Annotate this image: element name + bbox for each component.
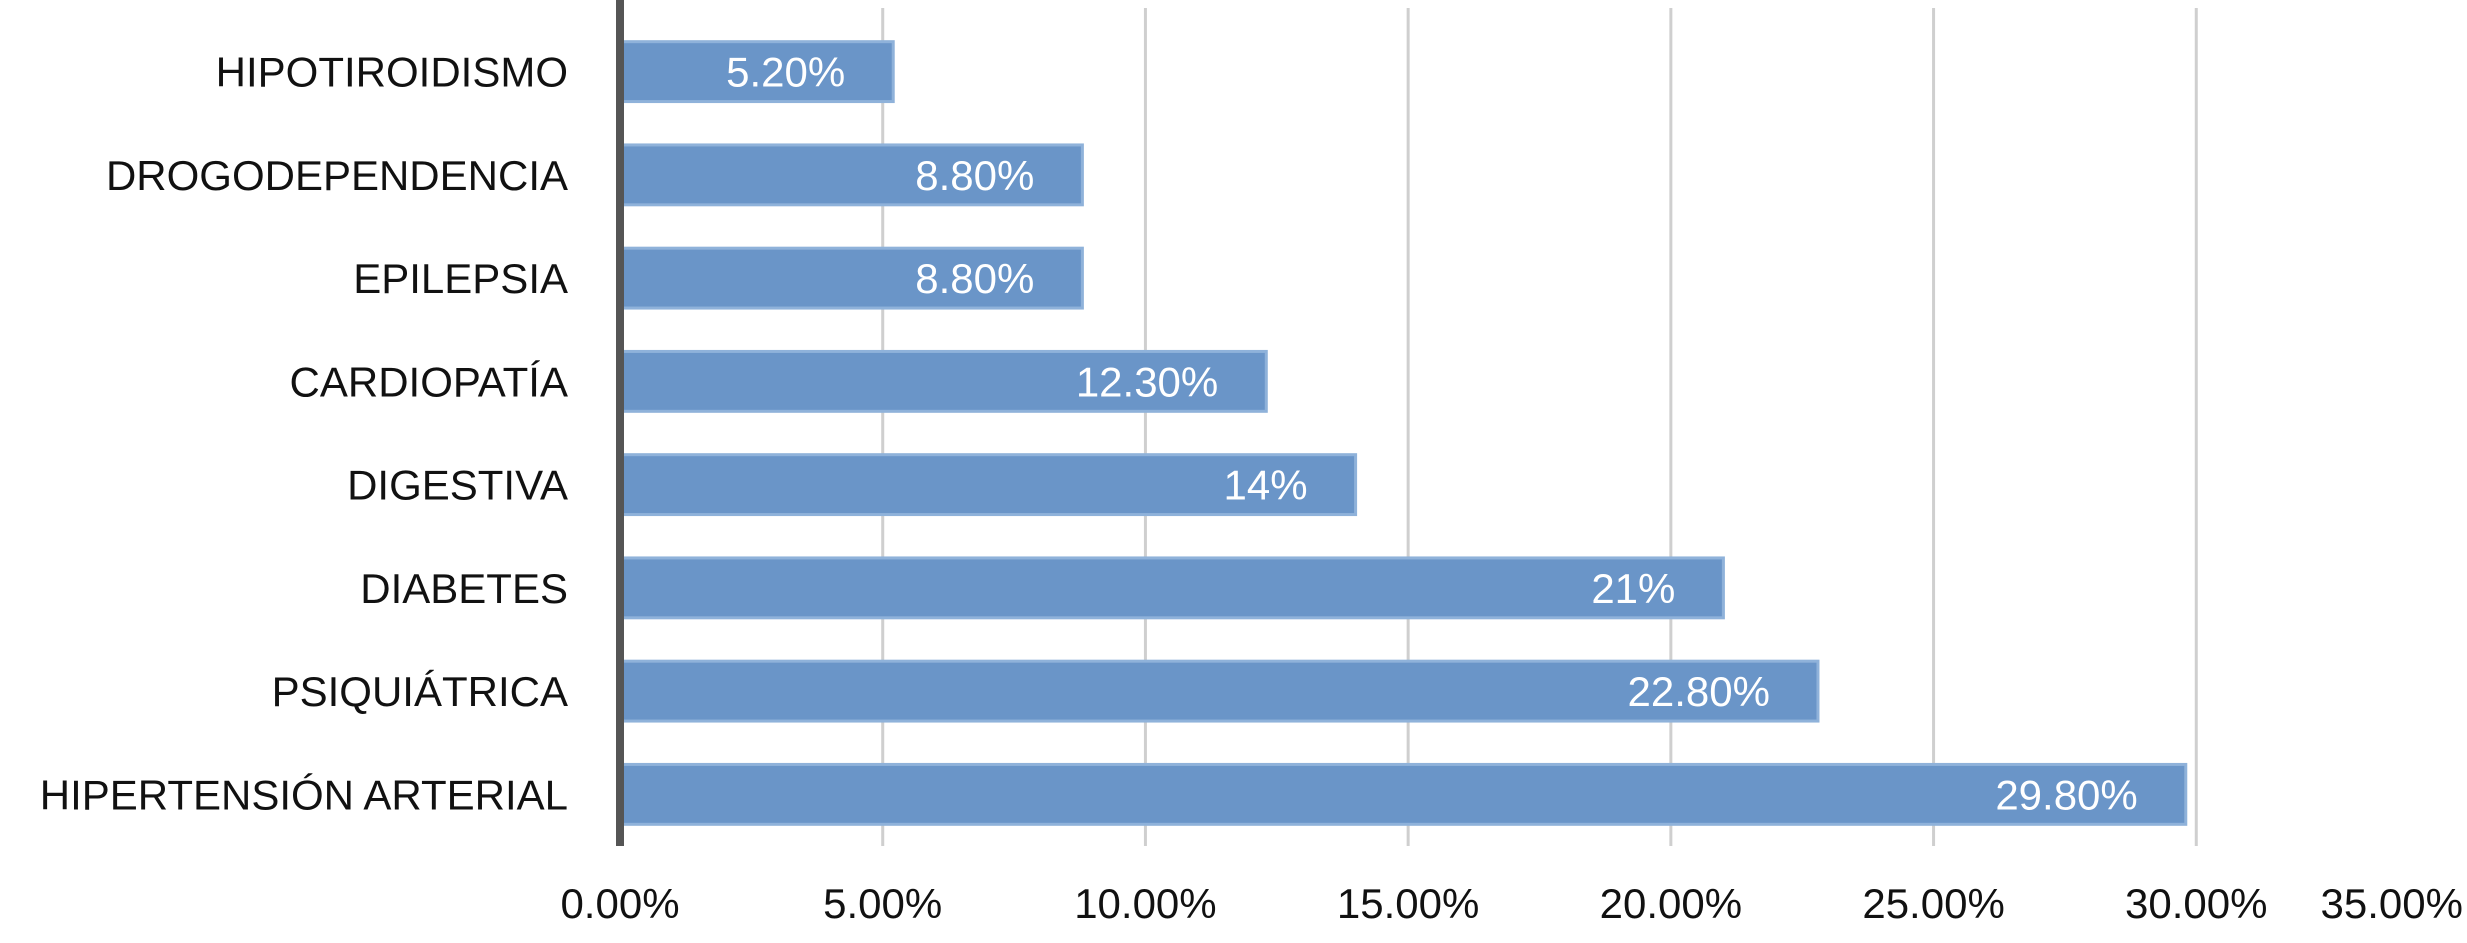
bar-3 [618,349,1268,413]
x-tick-label-5: 25.00% [1862,880,2004,927]
category-label-3: CARDIOPATÍA [290,358,568,405]
data-label-1: 8.80% [915,152,1034,199]
data-label-5: 21% [1591,565,1675,612]
x-tick-labels: 0.00% 5.00% 10.00% 15.00% 20.00% 25.00% 30.00%… [560,880,2463,927]
bar-5 [618,556,1725,620]
x-tick-label-2: 10.00% [1074,880,1216,927]
bar-2 [618,246,1084,310]
x-tick-label-0: 0.00% [560,880,679,927]
category-label-0: HIPOTIROIDISMO [216,49,568,96]
bar-6 [618,659,1820,723]
x-tick-label-6: 30.00% [2125,880,2267,927]
bar-4 [618,453,1358,517]
x-tick-label-4: 20.00% [1600,880,1742,927]
data-label-7: 29.80% [1995,771,2137,818]
category-label-7: HIPERTENSIÓN ARTERIAL [40,771,568,818]
data-label-2: 8.80% [915,255,1034,302]
category-label-2: EPILEPSIA [353,255,568,302]
bars: 5.20% 8.80% 8.80% 12.30% 14% 21% 22.80% 29.80% [618,40,2188,826]
category-label-5: DIABETES [360,565,568,612]
x-tick-label-3: 15.00% [1337,880,1479,927]
bar-0 [618,40,895,104]
data-label-0: 5.20% [726,49,845,96]
data-label-6: 22.80% [1628,668,1770,715]
x-tick-label-1: 5.00% [823,880,942,927]
category-label-1: DROGODEPENDENCIA [106,152,568,199]
x-tick-label-7: 35.00% [2321,880,2463,927]
data-label-3: 12.30% [1076,358,1218,405]
data-label-4: 14% [1224,462,1308,509]
category-label-4: DIGESTIVA [347,462,568,509]
category-labels: HIPOTIROIDISMO DROGODEPENDENCIA EPILEPSIA C… [40,49,568,819]
category-label-6: PSIQUIÁTRICA [272,668,568,715]
bar-7 [618,762,2188,826]
